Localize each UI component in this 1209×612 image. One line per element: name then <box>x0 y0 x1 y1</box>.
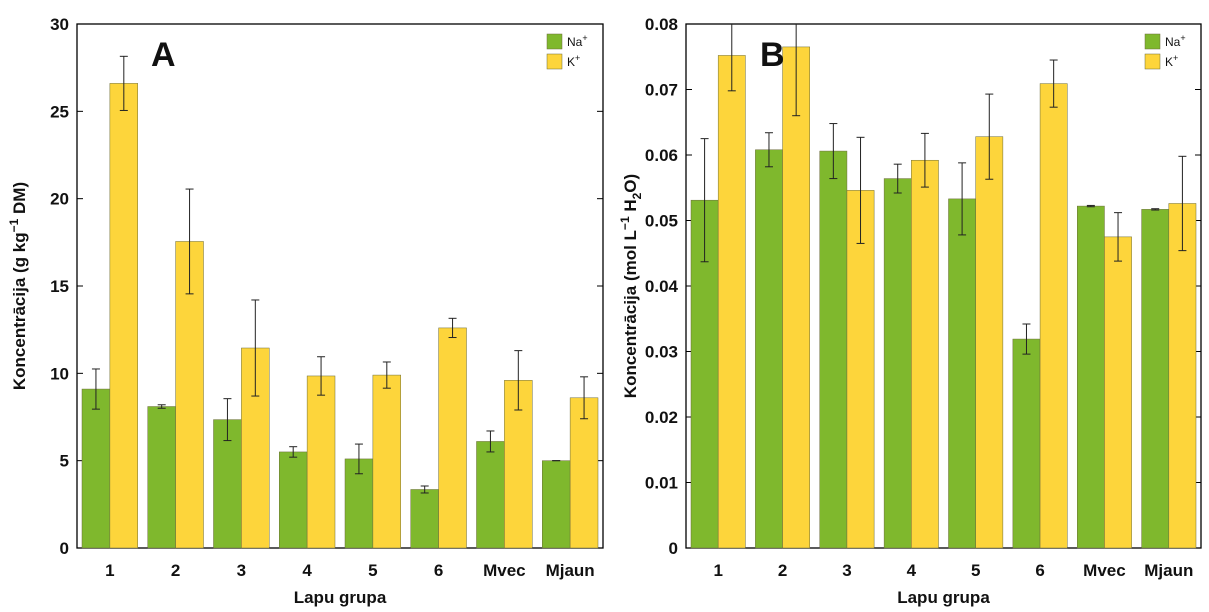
y-tick-label: 10 <box>50 364 69 383</box>
legend-label-k: K+ <box>567 53 580 69</box>
y-axis-label-mid: H <box>621 199 640 216</box>
legend-swatch-k <box>1144 53 1161 70</box>
legend-label-name: Na <box>567 35 583 49</box>
y-axis-label-sub: 2 <box>630 192 644 199</box>
bar-k <box>438 327 467 549</box>
y-axis-label-sup: −1 <box>7 218 21 232</box>
bar-k <box>717 55 746 549</box>
x-tick-label: 3 <box>237 561 246 580</box>
legend-label-sup: + <box>582 33 587 43</box>
legend-swatch-na <box>546 33 563 50</box>
y-tick-label: 0.07 <box>645 81 678 100</box>
y-tick-label: 15 <box>50 277 69 296</box>
y-tick-label: 5 <box>60 452 69 471</box>
y-tick-label: 0.06 <box>645 146 678 165</box>
y-axis-label-rest: O) <box>621 174 640 193</box>
legend-label-na: Na+ <box>1165 33 1186 49</box>
bar-k <box>911 159 939 549</box>
x-tick-label: Mjaun <box>1144 561 1193 580</box>
x-tick-label: 3 <box>842 561 851 580</box>
y-tick-label: 0.03 <box>645 343 678 362</box>
bar-na <box>1141 209 1170 549</box>
bar-na <box>542 460 571 549</box>
y-tick-label: 0.05 <box>645 212 678 231</box>
y-tick-label: 30 <box>50 15 69 34</box>
bar-na <box>1012 338 1041 549</box>
legend-swatch-k <box>546 53 563 70</box>
panel-label: B <box>760 36 785 74</box>
legend-label-na: Na+ <box>567 33 588 49</box>
bar-k <box>1104 236 1132 549</box>
y-tick-label: 0 <box>60 539 69 558</box>
bar-na <box>147 406 176 549</box>
y-tick-label: 20 <box>50 190 69 209</box>
legend-label-sup: + <box>575 53 580 63</box>
bar-k <box>1039 83 1068 549</box>
panel-label: A <box>151 36 176 74</box>
bar-na <box>476 441 505 549</box>
x-tick-label: 6 <box>434 561 443 580</box>
bar-k <box>782 46 810 549</box>
y-axis-label-rest: DM) <box>10 182 29 219</box>
x-axis-label: Lapu grupa <box>897 588 990 607</box>
y-axis-label-main: Koncentrācija (mol L <box>621 230 640 398</box>
x-tick-label: 6 <box>1035 561 1044 580</box>
x-tick-label: 2 <box>778 561 787 580</box>
y-axis-label-main: Koncentrācija (g kg <box>10 232 29 390</box>
x-tick-label: Mvec <box>1083 561 1126 580</box>
x-tick-label: 4 <box>302 561 312 580</box>
bar-k <box>109 83 138 549</box>
bar-na <box>819 150 848 549</box>
bar-k <box>1168 203 1197 549</box>
bar-k <box>569 397 599 549</box>
bar-k <box>846 190 875 549</box>
legend-label-name: K <box>567 55 575 69</box>
y-tick-label: 25 <box>50 102 69 121</box>
bar-k <box>306 375 336 549</box>
legend-label-sup: + <box>1180 33 1185 43</box>
legend-label-name: Na <box>1165 35 1181 49</box>
y-tick-label: 0.08 <box>645 15 678 34</box>
bar-na <box>1077 205 1105 549</box>
x-tick-label: 1 <box>713 561 722 580</box>
legend-swatch-na <box>1144 33 1161 50</box>
x-tick-label: Mvec <box>483 561 526 580</box>
legend: Na+K+ <box>1144 33 1186 70</box>
y-tick-label: 0 <box>669 539 678 558</box>
bar-na <box>883 178 912 549</box>
y-tick-label: 0.01 <box>645 474 678 493</box>
legend-label-sup: + <box>1173 53 1178 63</box>
x-axis-label: Lapu grupa <box>294 588 387 607</box>
x-tick-label: Mjaun <box>546 561 595 580</box>
legend-label-name: K <box>1165 55 1173 69</box>
x-tick-label: 2 <box>171 561 180 580</box>
y-axis-label: Koncentrācija (mol L−1 H2O) <box>618 174 644 398</box>
legend: Na+K+ <box>546 33 588 70</box>
x-tick-label: 4 <box>907 561 917 580</box>
x-tick-label: 5 <box>971 561 980 580</box>
x-tick-label: 1 <box>105 561 114 580</box>
bar-na <box>81 388 111 549</box>
y-axis-label: Koncentrācija (g kg−1 DM) <box>7 182 29 390</box>
y-tick-label: 0.04 <box>645 277 679 296</box>
bar-na <box>948 198 976 549</box>
y-axis-label-sup: −1 <box>618 216 632 230</box>
legend-label-k: K+ <box>1165 53 1178 69</box>
chart-panel-a: 0 5 10 15 20 25 30 1 2 3 4 5 6 Mvec Mjaun Lapu grupa Kon… <box>7 15 604 607</box>
bar-na <box>279 451 308 549</box>
x-tick-label: 5 <box>368 561 377 580</box>
bar-k <box>372 374 401 549</box>
bar-k <box>975 136 1004 549</box>
bar-na <box>410 489 439 549</box>
chart-panel-b: 0 0.01 0.02 0.03 0.04 0.05 0.06 0.07 0.08 1 2 3 4 5 6 M… <box>618 15 1202 607</box>
bar-na <box>755 149 783 549</box>
y-tick-label: 0.02 <box>645 408 678 427</box>
